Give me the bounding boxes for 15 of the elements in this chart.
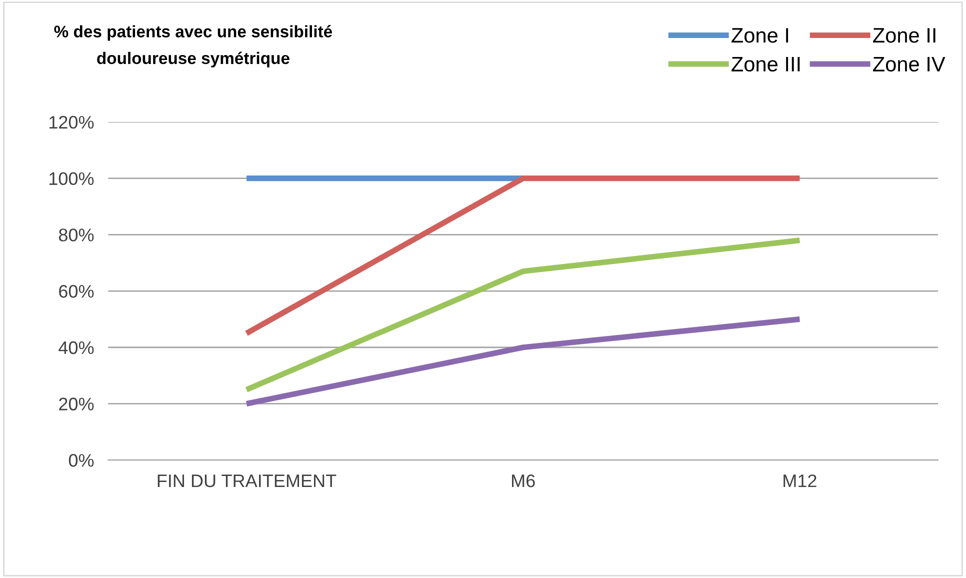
x-tick-label: FIN DU TRAITEMENT xyxy=(158,474,336,488)
y-tick-label: 60% xyxy=(59,284,94,298)
y-tick-label: 120% xyxy=(50,116,94,129)
y-tick-label: 80% xyxy=(58,228,94,242)
y-tick-label: 40% xyxy=(58,341,94,354)
x-tick-label: M12 xyxy=(784,474,816,488)
legend-label: Zone III xyxy=(732,56,800,72)
x-tick-label: M6 xyxy=(512,474,535,488)
legend-label: Zone IV xyxy=(873,56,946,72)
y-tick-label: 0% xyxy=(68,454,94,467)
chart-title: % des patients avec une sensibilité douloureuse symétrique xyxy=(54,25,332,68)
legend-label: Zone I xyxy=(732,28,788,43)
y-tick-label: 20% xyxy=(59,398,94,410)
legend-label: Zone II xyxy=(873,28,936,43)
y-tick-label: 100% xyxy=(50,172,94,186)
